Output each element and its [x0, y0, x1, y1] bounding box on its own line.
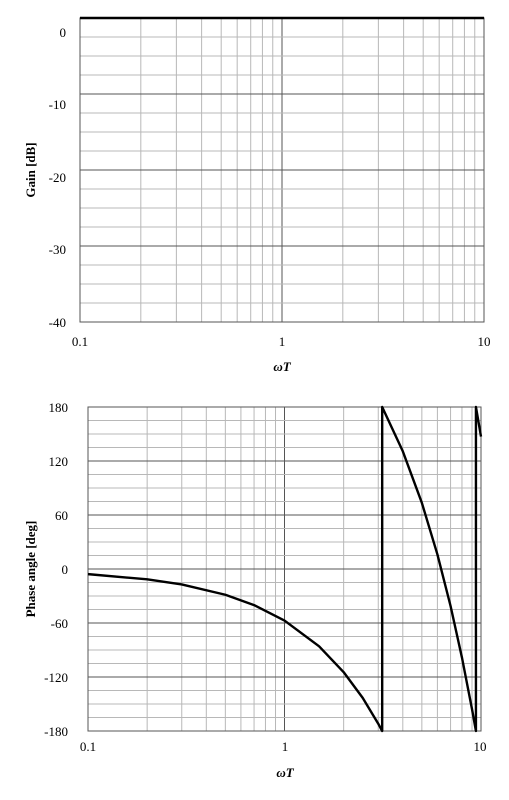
phase-y-axis-label: Phase angle [deg] [23, 521, 38, 618]
phase-chart: 180 120 60 0 -60 -120 -180 0.1 1 10 ωT P… [23, 400, 487, 780]
phase-x-tick: 0.1 [80, 739, 96, 754]
gain-y-tick: -10 [49, 97, 66, 112]
gain-y-tick: -20 [49, 170, 66, 185]
phase-x-axis-label: ωT [276, 765, 294, 780]
gain-grid [80, 18, 484, 322]
gain-x-tick: 0.1 [72, 334, 88, 349]
phase-x-ticks: 0.1 1 10 [80, 739, 487, 754]
gain-x-ticks: 0.1 1 10 [72, 334, 491, 349]
phase-x-tick: 1 [282, 739, 289, 754]
gain-y-ticks: 0 -10 -20 -30 -40 [49, 25, 66, 330]
gain-x-tick: 1 [279, 334, 286, 349]
phase-series-line [87, 405, 483, 733]
phase-y-tick: -60 [51, 616, 68, 631]
gain-y-axis-label: Gain [dB] [23, 142, 38, 197]
phase-series [87, 405, 483, 733]
phase-grid [88, 407, 481, 731]
phase-y-tick: -180 [44, 724, 68, 739]
gain-y-tick: 0 [60, 25, 67, 40]
phase-y-tick: 0 [62, 562, 69, 577]
gain-x-axis-label: ωT [273, 359, 291, 374]
gain-chart: 0 -10 -20 -30 -40 0.1 1 10 ωT Gain [dB] [23, 16, 491, 374]
gain-y-tick: -40 [49, 315, 66, 330]
gain-x-tick: 10 [478, 334, 491, 349]
phase-y-ticks: 180 120 60 0 -60 -120 -180 [44, 400, 68, 739]
phase-plot-frame [87, 406, 482, 732]
phase-y-tick: -120 [44, 670, 68, 685]
phase-x-tick: 10 [474, 739, 487, 754]
phase-y-tick: 120 [49, 454, 69, 469]
phase-y-tick: 180 [49, 400, 69, 415]
phase-y-tick: 60 [55, 508, 68, 523]
gain-y-tick: -30 [49, 242, 66, 257]
